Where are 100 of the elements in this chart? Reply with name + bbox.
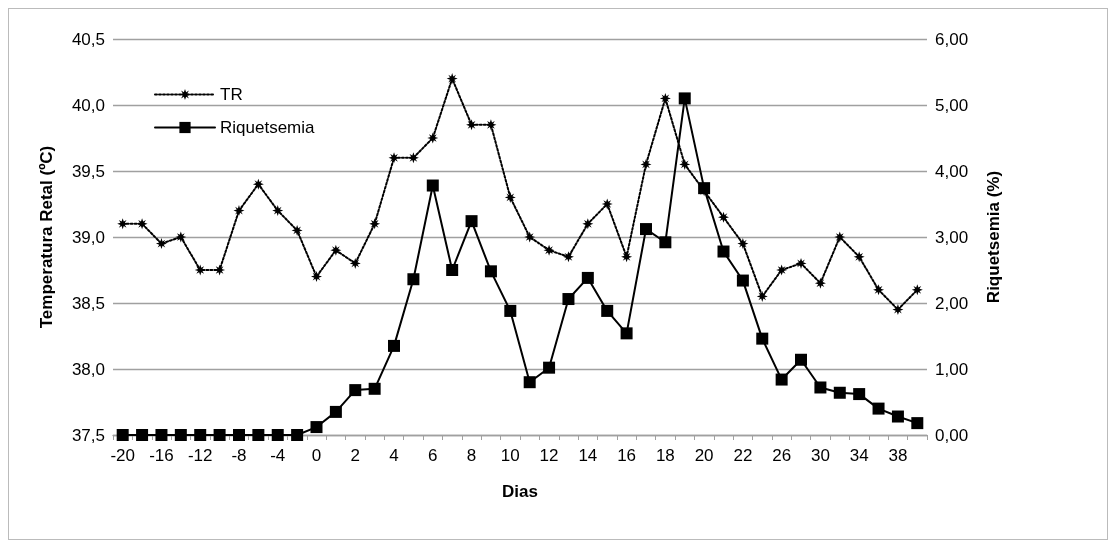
x-tick-label: 38 (888, 446, 908, 465)
x-tick-label: 12 (539, 446, 559, 465)
point (407, 273, 420, 286)
x-axis-title: Dias (502, 482, 538, 501)
y2-tick-label: 2,00 (935, 293, 969, 313)
point (388, 152, 400, 164)
point (834, 231, 846, 243)
point (853, 251, 865, 263)
point (601, 304, 614, 317)
point (678, 92, 691, 105)
x-tick-label: 22 (733, 446, 753, 465)
x-tick-label: -16 (149, 446, 174, 465)
point (484, 265, 497, 278)
point (621, 251, 633, 263)
point (504, 304, 517, 317)
y2-axis-title: Riquetsemia (%) (984, 170, 1003, 304)
x-tick-label: 34 (849, 446, 869, 465)
point (155, 238, 167, 250)
point (582, 218, 594, 230)
point (252, 429, 265, 441)
point (272, 205, 284, 217)
point (756, 332, 769, 345)
point (659, 236, 672, 249)
point (523, 376, 536, 389)
legend-label: TR (220, 85, 243, 104)
point (136, 218, 148, 230)
x-tick-label: -20 (110, 446, 135, 465)
x-tick-label: 2 (350, 446, 360, 465)
point (776, 264, 788, 276)
point (718, 211, 729, 223)
point (252, 178, 264, 190)
x-tick-label: 30 (810, 446, 830, 465)
point (465, 215, 478, 228)
x-tick-label: 4 (389, 446, 399, 465)
point (427, 132, 439, 144)
point (581, 271, 594, 284)
point (214, 264, 226, 276)
point (911, 417, 924, 430)
x-tick-label: -4 (270, 446, 286, 465)
point (232, 429, 245, 441)
y2-tick-label: 0,00 (935, 425, 969, 445)
point (620, 327, 633, 340)
point (155, 429, 168, 441)
point (291, 224, 303, 236)
point (446, 264, 459, 276)
point (271, 429, 284, 441)
x-tick-label: 18 (655, 446, 675, 465)
point (349, 257, 361, 269)
point (872, 402, 885, 415)
point (291, 429, 304, 441)
point (407, 152, 419, 164)
x-tick-label: -12 (187, 446, 213, 465)
point (136, 429, 149, 441)
x-tick-label: 26 (772, 446, 792, 465)
point (349, 384, 362, 397)
x-tick-label: 16 (617, 446, 637, 465)
point (194, 429, 207, 441)
y2-tick-label: 4,00 (935, 161, 969, 181)
point (911, 284, 923, 296)
point (174, 429, 187, 441)
y-tick-label: 37,5 (71, 425, 105, 445)
point (311, 271, 322, 283)
point (388, 339, 401, 352)
y-tick-label: 39,0 (71, 227, 105, 247)
x-tick-label: 20 (694, 446, 714, 465)
y-tick-label: 38,0 (71, 359, 105, 379)
y2-tick-label: 6,00 (935, 29, 969, 49)
point (543, 244, 555, 256)
y-tick-label: 40,0 (71, 95, 105, 115)
point (369, 218, 381, 230)
point (504, 191, 516, 203)
point (213, 429, 226, 441)
point (116, 429, 129, 441)
y2-tick-label: 5,00 (935, 95, 969, 115)
x-tick-label: 14 (578, 446, 598, 465)
point (717, 245, 730, 258)
point (833, 386, 846, 399)
x-tick-label: 0 (311, 446, 322, 465)
point (194, 264, 206, 276)
y-tick-label: 39,5 (71, 161, 105, 181)
point (446, 73, 458, 85)
point (310, 421, 323, 434)
x-tick-label: 8 (466, 446, 477, 465)
point (485, 119, 497, 131)
point (853, 388, 866, 401)
point (873, 284, 885, 296)
point (891, 410, 904, 423)
point (562, 293, 575, 306)
point (679, 158, 691, 170)
point (426, 179, 439, 192)
point (736, 274, 749, 287)
point (601, 198, 613, 210)
point (524, 231, 536, 243)
y-tick-label: 38,5 (71, 293, 105, 313)
point (329, 405, 342, 418)
point (756, 290, 768, 302)
point (814, 277, 826, 289)
point (368, 382, 381, 395)
point (543, 361, 556, 374)
point (640, 158, 652, 170)
